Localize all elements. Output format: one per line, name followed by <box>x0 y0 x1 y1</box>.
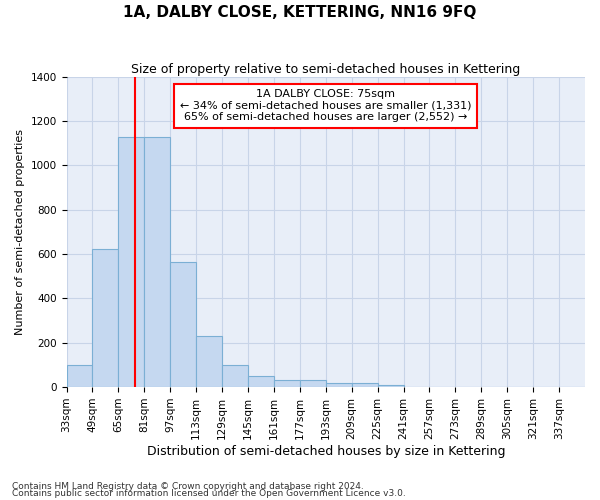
Bar <box>92 248 118 387</box>
Bar <box>196 336 222 387</box>
Bar <box>144 136 170 387</box>
Bar <box>248 376 274 387</box>
X-axis label: Distribution of semi-detached houses by size in Kettering: Distribution of semi-detached houses by … <box>146 444 505 458</box>
Text: 1A, DALBY CLOSE, KETTERING, NN16 9FQ: 1A, DALBY CLOSE, KETTERING, NN16 9FQ <box>124 5 476 20</box>
Text: Contains HM Land Registry data © Crown copyright and database right 2024.: Contains HM Land Registry data © Crown c… <box>12 482 364 491</box>
Bar <box>352 382 377 387</box>
Bar <box>67 365 92 387</box>
Bar <box>118 136 144 387</box>
Bar <box>274 380 300 387</box>
Text: Contains public sector information licensed under the Open Government Licence v3: Contains public sector information licen… <box>12 490 406 498</box>
Bar <box>170 262 196 387</box>
Bar <box>222 365 248 387</box>
Bar <box>300 380 326 387</box>
Y-axis label: Number of semi-detached properties: Number of semi-detached properties <box>15 129 25 335</box>
Text: 1A DALBY CLOSE: 75sqm
← 34% of semi-detached houses are smaller (1,331)
65% of s: 1A DALBY CLOSE: 75sqm ← 34% of semi-deta… <box>180 89 472 122</box>
Bar <box>377 385 404 387</box>
Title: Size of property relative to semi-detached houses in Kettering: Size of property relative to semi-detach… <box>131 62 520 76</box>
Bar <box>326 382 352 387</box>
